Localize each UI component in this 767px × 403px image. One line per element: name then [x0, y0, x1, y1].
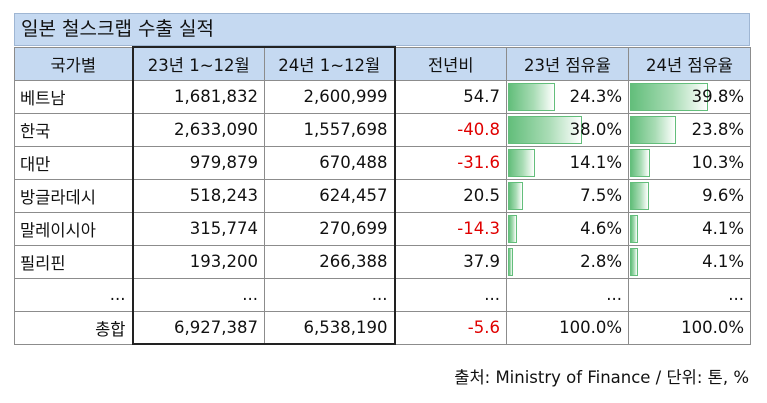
ellipsis-cell: ...	[394, 277, 507, 312]
share23-cell: 7.5%	[506, 178, 629, 213]
share-databar	[630, 214, 638, 243]
y24-cell: 670,488	[264, 145, 396, 180]
country-cell: 한국	[14, 112, 133, 147]
share23-cell: 14.1%	[506, 145, 629, 180]
share-value: 2.8%	[580, 252, 622, 271]
share24-cell: 10.3%	[628, 145, 751, 180]
header-share24: 24년 점유율	[628, 46, 751, 81]
share23-cell: 4.6%	[506, 211, 629, 246]
share-databar	[508, 214, 517, 243]
header-yoy: 전년비	[394, 46, 507, 81]
table-row: 베트남 1,681,832 2,600,999 54.7 24.3% 39.8%	[14, 79, 751, 114]
total-y24: 6,538,190	[264, 310, 396, 345]
y24-cell: 266,388	[264, 244, 396, 279]
yoy-cell: -14.3	[394, 211, 507, 246]
share-value: 7.5%	[580, 186, 622, 205]
y23-cell: 518,243	[131, 178, 265, 213]
share-value: 10.3%	[691, 153, 744, 172]
y24-cell: 2,600,999	[264, 79, 396, 114]
y23-cell: 1,681,832	[131, 79, 265, 114]
share24-cell: 4.1%	[628, 211, 751, 246]
ellipsis-cell: ...	[131, 277, 265, 312]
share-value: 14.1%	[569, 153, 622, 172]
ellipsis-cell: ...	[506, 277, 629, 312]
share-databar	[508, 148, 536, 177]
ellipsis-cell: ...	[628, 277, 751, 312]
share-databar	[508, 181, 523, 210]
share-value: 4.1%	[702, 252, 744, 271]
yoy-cell: -31.6	[394, 145, 507, 180]
y24-cell: 624,457	[264, 178, 396, 213]
total-y23: 6,927,387	[131, 310, 265, 345]
source-note: 출처: Ministry of Finance / 단위: 톤, %	[454, 368, 749, 387]
y23-cell: 2,633,090	[131, 112, 265, 147]
share-databar	[630, 247, 638, 276]
country-cell: 대만	[14, 145, 133, 180]
share24-cell: 23.8%	[628, 112, 751, 147]
yoy-cell: -40.8	[394, 112, 507, 147]
header-country: 국가별	[14, 46, 133, 81]
share-databar	[630, 181, 649, 210]
share24-cell: 39.8%	[628, 79, 751, 114]
share-databar	[630, 82, 708, 111]
y23-cell: 315,774	[131, 211, 265, 246]
table-row: 대만 979,879 670,488 -31.6 14.1% 10.3%	[14, 145, 751, 180]
share-databar	[508, 115, 583, 144]
share-value: 9.6%	[702, 186, 744, 205]
total-yoy: -5.6	[394, 310, 507, 345]
share-value: 4.6%	[580, 219, 622, 238]
share-value: 23.8%	[691, 120, 744, 139]
total-share24: 100.0%	[628, 310, 751, 345]
ellipsis-cell: ...	[264, 277, 396, 312]
share-databar	[508, 82, 556, 111]
share23-cell: 2.8%	[506, 244, 629, 279]
total-share23: 100.0%	[506, 310, 629, 345]
table-title: 일본 철스크랩 수출 실적	[14, 13, 750, 46]
y23-cell: 979,879	[131, 145, 265, 180]
yoy-cell: 20.5	[394, 178, 507, 213]
yoy-cell: 54.7	[394, 79, 507, 114]
share23-cell: 24.3%	[506, 79, 629, 114]
header-row: 국가별 23년 1~12월 24년 1~12월 전년비 23년 점유율 24년 …	[14, 46, 751, 81]
share-value: 24.3%	[569, 87, 622, 106]
table-row: 말레이시아 315,774 270,699 -14.3 4.6% 4.1%	[14, 211, 751, 246]
ellipsis-cell: ...	[14, 277, 133, 312]
country-cell: 말레이시아	[14, 211, 133, 246]
ellipsis-row: ..................	[14, 277, 751, 312]
y24-cell: 1,557,698	[264, 112, 396, 147]
yoy-cell: 37.9	[394, 244, 507, 279]
header-y24: 24년 1~12월	[264, 46, 396, 81]
country-cell: 베트남	[14, 79, 133, 114]
export-table: 국가별 23년 1~12월 24년 1~12월 전년비 23년 점유율 24년 …	[14, 46, 751, 345]
total-row: 총합 6,927,387 6,538,190 -5.6 100.0% 100.0%	[14, 310, 751, 345]
share24-cell: 4.1%	[628, 244, 751, 279]
share-databar	[630, 115, 677, 144]
y23-cell: 193,200	[131, 244, 265, 279]
country-cell: 방글라데시	[14, 178, 133, 213]
share-value: 39.8%	[691, 87, 744, 106]
table-row: 한국 2,633,090 1,557,698 -40.8 38.0% 23.8%	[14, 112, 751, 147]
share-value: 4.1%	[702, 219, 744, 238]
y24-cell: 270,699	[264, 211, 396, 246]
share-databar	[508, 247, 514, 276]
table-row: 방글라데시 518,243 624,457 20.5 7.5% 9.6%	[14, 178, 751, 213]
share-databar	[630, 148, 651, 177]
share24-cell: 9.6%	[628, 178, 751, 213]
total-label: 총합	[14, 310, 133, 345]
table-row: 필리핀 193,200 266,388 37.9 2.8% 4.1%	[14, 244, 751, 279]
header-y23: 23년 1~12월	[131, 46, 265, 81]
share23-cell: 38.0%	[506, 112, 629, 147]
header-share23: 23년 점유율	[506, 46, 629, 81]
share-value: 38.0%	[569, 120, 622, 139]
country-cell: 필리핀	[14, 244, 133, 279]
